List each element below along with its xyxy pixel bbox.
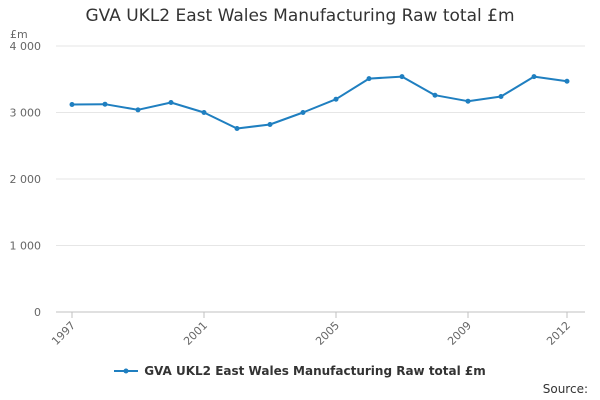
y-axis-unit-label: £m	[10, 28, 28, 41]
data-point[interactable]	[564, 78, 570, 84]
series-layer	[69, 74, 570, 131]
data-point[interactable]	[300, 110, 306, 115]
y-tick-label: 1 000	[10, 240, 42, 253]
data-point[interactable]	[498, 94, 504, 100]
legend-line-marker-icon	[114, 368, 139, 374]
chart-title: GVA UKL2 East Wales Manufacturing Raw to…	[85, 6, 515, 26]
axis-layer: 0 1 000 2 000 3 000 4 000 1997 2001 2005 2009 201…	[10, 40, 574, 348]
data-point[interactable]	[399, 74, 405, 80]
x-tick-label: 1997	[49, 319, 78, 348]
x-tick-label: 2005	[313, 319, 342, 348]
legend[interactable]: GVA UKL2 East Wales Manufacturing Raw to…	[0, 364, 600, 378]
source-label: Source:	[542, 382, 588, 396]
x-tick-label: 2009	[445, 319, 474, 348]
data-point[interactable]	[465, 98, 471, 104]
x-tick-label: 2012	[544, 319, 573, 348]
data-point[interactable]	[168, 100, 174, 106]
data-point[interactable]	[531, 74, 537, 80]
data-point[interactable]	[366, 76, 372, 82]
y-tick-label: 2 000	[10, 173, 42, 186]
y-tick-label: 4 000	[10, 40, 42, 53]
data-point[interactable]	[234, 125, 240, 131]
data-point[interactable]	[201, 110, 207, 115]
y-tick-label: 3 000	[10, 107, 42, 120]
data-point[interactable]	[333, 96, 339, 102]
legend-label: GVA UKL2 East Wales Manufacturing Raw to…	[144, 364, 486, 378]
y-tick-label: 0	[34, 306, 41, 319]
data-point[interactable]	[432, 92, 438, 98]
series-line[interactable]	[71, 75, 568, 130]
data-point[interactable]	[102, 101, 108, 107]
x-tick-label: 2001	[181, 319, 210, 348]
data-point[interactable]	[267, 121, 273, 127]
data-point[interactable]	[69, 102, 75, 108]
grid-layer	[56, 45, 585, 313]
data-point[interactable]	[135, 107, 141, 113]
